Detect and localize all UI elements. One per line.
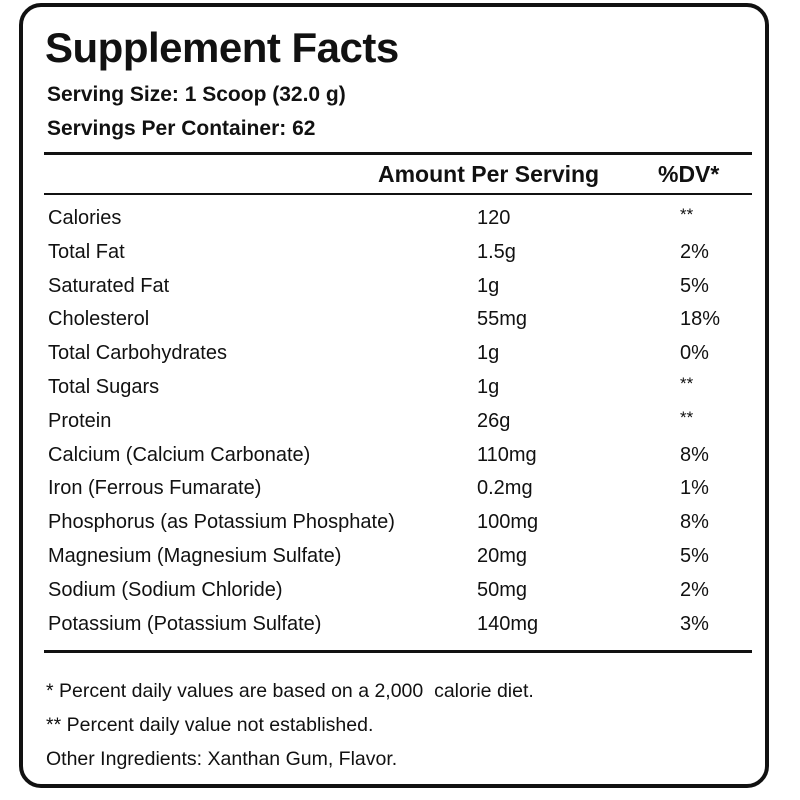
- nutrient-daily-value: **: [680, 407, 694, 427]
- nutrient-row-saturated-fat: Saturated Fat 1g 5%: [0, 270, 800, 304]
- amount-column-header: Amount Per Serving: [378, 161, 600, 187]
- nutrient-daily-value: **: [680, 373, 694, 393]
- nutrient-daily-value: 0%: [680, 342, 709, 365]
- nutrient-amount: 140mg: [477, 612, 539, 635]
- nutrient-daily-value: **: [680, 205, 694, 224]
- nutrient-amount: 1g: [477, 375, 500, 398]
- nutrient-list: Calories 120 ** Total Fat 1.5g 2% Satura…: [0, 202, 800, 641]
- nutrient-amount: 120: [477, 207, 511, 229]
- nutrient-daily-value: 5%: [680, 544, 709, 567]
- nutrient-row-cholesterol: Cholesterol 55mg 18%: [0, 303, 800, 337]
- nutrient-name: Potassium (Potassium Sulfate): [48, 612, 322, 635]
- nutrient-row-total-carbohydrates: Total Carbohydrates 1g 0%: [0, 337, 800, 371]
- nutrient-name: Magnesium (Magnesium Sulfate): [48, 544, 342, 567]
- nutrient-name: Sodium (Sodium Chloride): [48, 578, 283, 601]
- nutrient-row-total-sugars: Total Sugars 1g **: [0, 371, 800, 405]
- nutrient-amount: 1g: [477, 342, 500, 365]
- nutrient-name: Total Sugars: [48, 375, 160, 398]
- header-divider: [44, 193, 752, 195]
- servings-per-container: Servings Per Container: 62: [47, 117, 316, 140]
- nutrient-name: Protein: [48, 409, 112, 432]
- nutrient-name: Cholesterol: [48, 308, 150, 331]
- nutrient-row-iron: Iron (Ferrous Fumarate) 0.2mg 1%: [0, 472, 800, 506]
- nutrient-amount: 50mg: [477, 578, 528, 601]
- nutrient-daily-value: 2%: [680, 240, 709, 263]
- nutrient-daily-value: 8%: [680, 511, 709, 534]
- top-divider: [44, 152, 752, 155]
- nutrient-name: Total Carbohydrates: [48, 342, 227, 365]
- nutrient-daily-value: 3%: [680, 612, 709, 635]
- footer-divider: [44, 650, 752, 653]
- nutrient-amount: 100mg: [477, 511, 539, 534]
- daily-value-column-header: %DV*: [658, 161, 720, 187]
- nutrient-row-calories: Calories 120 **: [0, 202, 800, 236]
- nutrient-name: Total Fat: [48, 240, 125, 263]
- nutrient-amount: 55mg: [477, 308, 528, 331]
- nutrient-amount: 110mg: [477, 443, 537, 466]
- nutrient-daily-value: 2%: [680, 578, 709, 601]
- nutrient-row-calcium: Calcium (Calcium Carbonate) 110mg 8%: [0, 439, 800, 473]
- nutrient-name: Calcium (Calcium Carbonate): [48, 443, 311, 466]
- nutrient-amount: 0.2mg: [477, 477, 533, 500]
- nutrient-row-potassium: Potassium (Potassium Sulfate) 140mg 3%: [0, 608, 800, 642]
- nutrient-name: Calories: [48, 207, 122, 229]
- nutrient-daily-value: 18%: [680, 308, 721, 331]
- nutrient-amount: 1.5g: [477, 240, 516, 263]
- nutrient-amount: 1g: [477, 274, 500, 297]
- supplement-facts-panel: [19, 3, 769, 788]
- not-established-footnote: ** Percent daily value not established.: [46, 714, 374, 736]
- daily-value-footnote: * Percent daily values are based on a 2,…: [46, 680, 534, 702]
- nutrient-daily-value: 5%: [680, 274, 709, 297]
- nutrient-daily-value: 1%: [680, 477, 709, 500]
- nutrient-row-total-fat: Total Fat 1.5g 2%: [0, 236, 800, 270]
- nutrient-daily-value: 8%: [680, 443, 709, 466]
- nutrient-name: Phosphorus (as Potassium Phosphate): [48, 511, 395, 534]
- serving-size: Serving Size: 1 Scoop (32.0 g): [47, 83, 346, 106]
- nutrient-row-magnesium: Magnesium (Magnesium Sulfate) 20mg 5%: [0, 540, 800, 574]
- nutrient-row-protein: Protein 26g **: [0, 405, 800, 439]
- nutrient-row-sodium: Sodium (Sodium Chloride) 50mg 2%: [0, 574, 800, 608]
- nutrient-amount: 20mg: [477, 544, 528, 567]
- label-title: Supplement Facts: [45, 24, 399, 71]
- other-ingredients: Other Ingredients: Xanthan Gum, Flavor.: [46, 748, 398, 770]
- nutrient-name: Saturated Fat: [48, 274, 170, 297]
- nutrient-amount: 26g: [477, 409, 511, 432]
- nutrient-name: Iron (Ferrous Fumarate): [48, 477, 262, 500]
- nutrient-row-phosphorus: Phosphorus (as Potassium Phosphate) 100m…: [0, 506, 800, 540]
